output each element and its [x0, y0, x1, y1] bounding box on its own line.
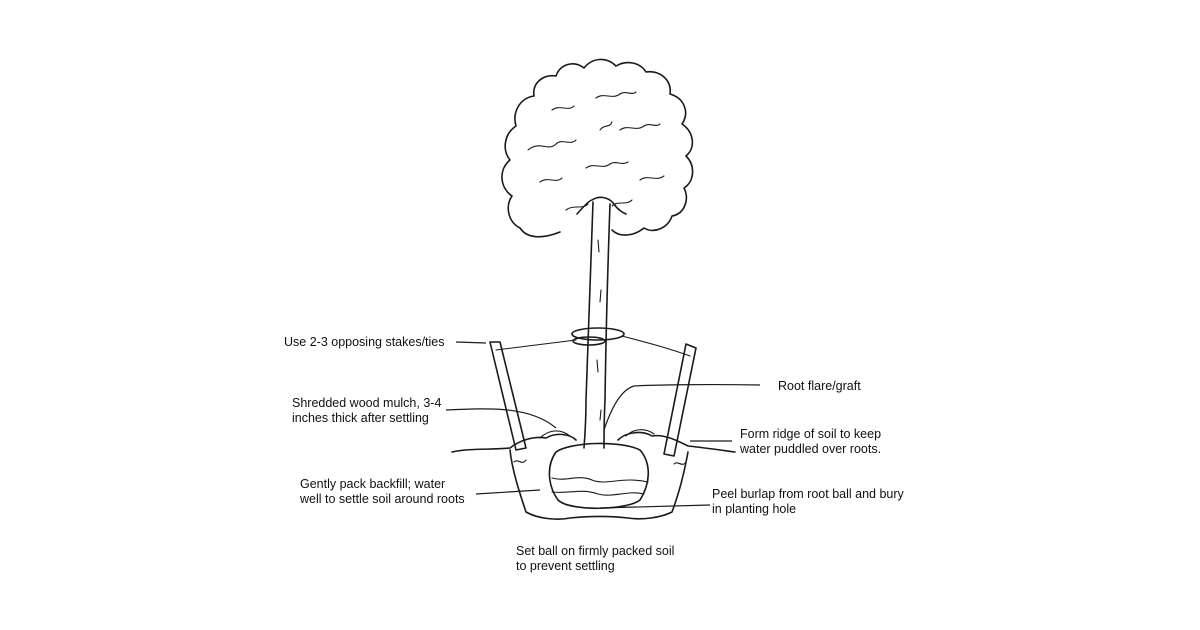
- label-mulch-line1: Shredded wood mulch, 3-4: [292, 396, 442, 410]
- label-ridge-line2: water puddled over roots.: [740, 442, 882, 456]
- label-mulch-line2: inches thick after settling: [292, 411, 429, 425]
- leader-lines: [445, 341, 761, 509]
- label-stakes: Use 2-3 opposing stakes/ties: [284, 335, 445, 349]
- label-set-ball-line2: to prevent settling: [516, 559, 615, 573]
- root-ball-icon: [548, 442, 650, 510]
- label-ridge-line1: Form ridge of soil to keep: [740, 427, 882, 441]
- label-set-ball-line1: Set ball on firmly packed soil: [516, 544, 675, 558]
- stake-icon: [489, 341, 697, 457]
- tree-canopy-icon: [501, 58, 694, 238]
- tree-trunk-icon: [576, 196, 627, 449]
- label-burlap-line2: in planting hole: [712, 502, 797, 516]
- label-burlap-line1: Peel burlap from root ball and bury: [712, 487, 904, 501]
- label-backfill-line1: Gently pack backfill; water: [300, 477, 446, 491]
- label-root-flare: Root flare/graft: [778, 379, 861, 393]
- label-backfill-line2: well to settle soil around roots: [300, 492, 465, 506]
- planting-hole: [451, 429, 736, 520]
- tie-band-icon: [571, 327, 625, 346]
